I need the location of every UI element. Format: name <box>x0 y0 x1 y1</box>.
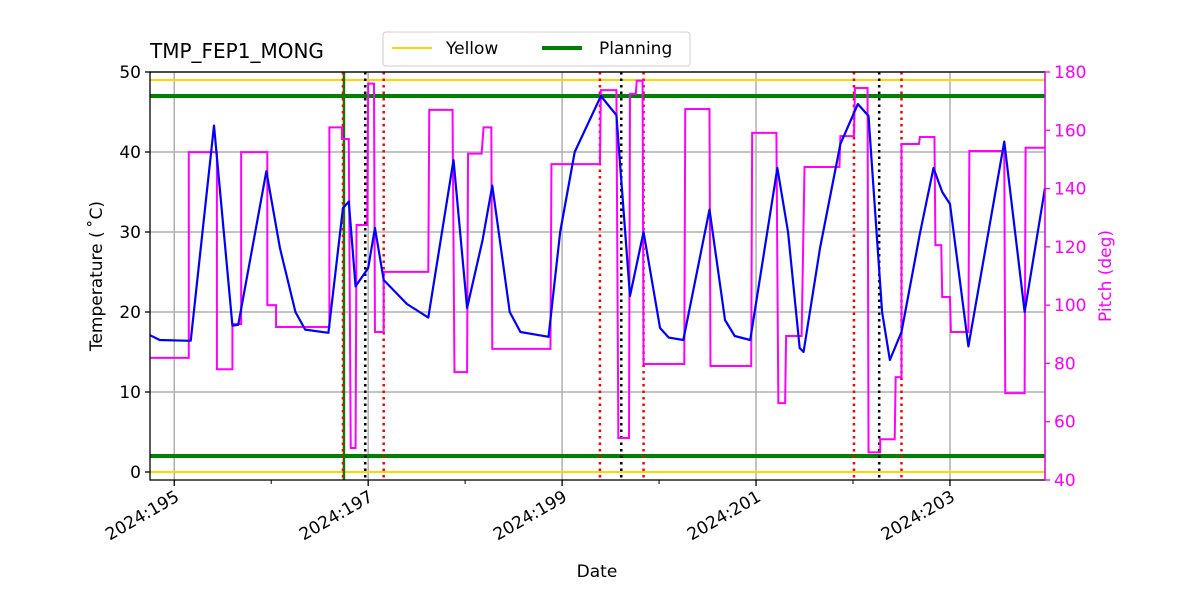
legend: Yellow Planning <box>382 31 691 67</box>
chart-title: TMP_FEP1_MONG <box>149 39 324 63</box>
y2-tick-label: 80 <box>1054 354 1076 374</box>
legend-box <box>382 31 691 67</box>
y-tick-label: 20 <box>119 303 141 323</box>
limit-lines <box>150 79 1045 473</box>
y2-axis-label: Pitch (deg) <box>1096 230 1116 322</box>
vertical-markers <box>341 72 903 480</box>
y2-tick-label: 40 <box>1054 471 1076 491</box>
temperature-line <box>149 94 1047 362</box>
pitch-line <box>150 79 1045 454</box>
x-tick-label: 2024:201 <box>684 487 765 545</box>
y-tick-label: 40 <box>119 143 141 163</box>
legend-label-yellow: Yellow <box>445 39 498 59</box>
y-tick-label: 0 <box>130 463 141 483</box>
grid <box>150 71 1045 480</box>
legend-label-planning: Planning <box>599 39 672 59</box>
y2-tick-label: 160 <box>1054 121 1086 141</box>
x-tick-label: 2024:203 <box>878 487 959 545</box>
y2-tick-label: 180 <box>1054 63 1086 83</box>
y2-tick-label: 140 <box>1054 180 1086 200</box>
y-tick-label: 30 <box>119 223 141 243</box>
series <box>149 79 1047 454</box>
x-tick-label: 2024:195 <box>102 487 183 545</box>
y-tick-label: 50 <box>119 63 141 83</box>
y2-tick-label: 120 <box>1054 238 1086 258</box>
y-tick-label: 10 <box>119 383 141 403</box>
plot-frame <box>149 71 1046 481</box>
x-tick-label: 2024:197 <box>296 487 377 545</box>
y-axis-label: Temperature ( ˚C) <box>86 201 107 352</box>
x-tick-label: 2024:199 <box>490 487 571 545</box>
x-axis-label: Date <box>577 562 618 582</box>
y2-tick-label: 60 <box>1054 413 1076 433</box>
y2-tick-label: 100 <box>1054 296 1086 316</box>
